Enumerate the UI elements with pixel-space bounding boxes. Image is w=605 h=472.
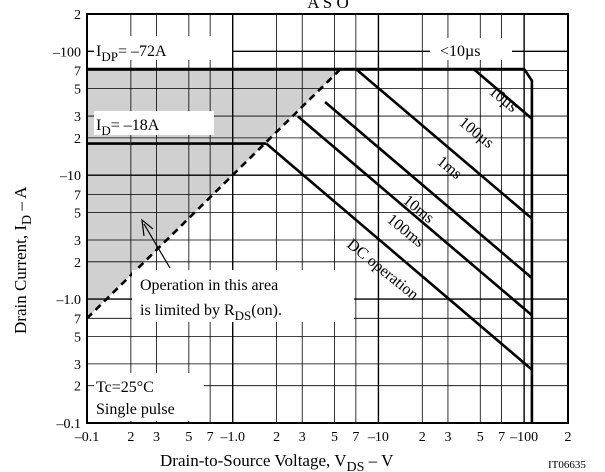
y-tick-labels: –0.1 2 3 5 7 –1.0 2 3 5 7 –10 2 3 5 7 –100 2 bbox=[52, 8, 81, 432]
y-tick-label: –100 bbox=[52, 45, 81, 60]
x-tick-label: 3 bbox=[444, 430, 451, 445]
series-line-8 bbox=[265, 142, 533, 371]
x-tick-label: 7 bbox=[498, 430, 505, 445]
x-tick-labels: –0.1 2 3 5 7 –1.0 2 3 5 7 –10 2 3 5 7 –100 2 bbox=[74, 430, 572, 445]
y-tick-label: 7 bbox=[74, 188, 81, 203]
pulse-condition: Single pulse bbox=[96, 401, 175, 418]
x-axis-title: Drain-to-Source Voltage, VDS – V bbox=[160, 451, 394, 472]
x-tick-label: 3 bbox=[299, 430, 306, 445]
x-tick-label: 5 bbox=[185, 430, 192, 445]
y-tick-label: –0.1 bbox=[56, 417, 82, 432]
series-line-5 bbox=[355, 68, 533, 220]
label-10us: 10µs bbox=[485, 83, 520, 116]
series-line-6 bbox=[324, 101, 533, 279]
area-arrow bbox=[141, 218, 171, 269]
chart-title-partial: A S O bbox=[307, 0, 349, 12]
y-tick-label: 5 bbox=[74, 83, 81, 98]
label-100us: 100µs bbox=[455, 114, 496, 152]
y-tick-label: 3 bbox=[74, 234, 81, 249]
idp-label-bg bbox=[94, 36, 232, 60]
x-tick-label: 7 bbox=[352, 430, 359, 445]
y-axis-title: Drain Current, ID – A bbox=[11, 186, 35, 334]
area-note-line2: is limited by RDS(on). bbox=[140, 302, 282, 323]
lt10us-label: <10µs bbox=[440, 43, 480, 60]
y-tick-label: –10 bbox=[59, 169, 81, 184]
series-lines bbox=[86, 67, 534, 423]
id-label-bg bbox=[94, 111, 214, 135]
x-tick-label: 7 bbox=[207, 430, 214, 445]
plot-frame bbox=[86, 13, 569, 424]
x-tick-label: 2 bbox=[127, 430, 134, 445]
series-line-7 bbox=[297, 115, 533, 317]
y-tick-label: 2 bbox=[74, 8, 81, 23]
conditions-bg bbox=[94, 373, 204, 421]
x-tick-label: –1.0 bbox=[219, 430, 245, 445]
y-tick-label: 3 bbox=[74, 110, 81, 125]
y-tick-label: 2 bbox=[74, 380, 81, 395]
x-tick-label: –100 bbox=[509, 430, 538, 445]
idp-label: IDP= –72A bbox=[96, 43, 167, 64]
x-tick-label: –0.1 bbox=[74, 430, 100, 445]
x-tick-label: 2 bbox=[565, 430, 572, 445]
series-line-3 bbox=[523, 68, 534, 423]
x-tick-label: 2 bbox=[273, 430, 280, 445]
temp-condition: Tc=25°C bbox=[96, 379, 154, 396]
x-tick-label: 2 bbox=[419, 430, 426, 445]
label-dc-operation: DC operation bbox=[343, 236, 421, 304]
y-tick-label: 2 bbox=[74, 256, 81, 271]
x-tick-label: 3 bbox=[153, 430, 160, 445]
y-tick-label: 3 bbox=[74, 358, 81, 373]
lt10us-label-bg bbox=[430, 38, 512, 60]
id-label: ID= –18A bbox=[96, 117, 160, 138]
figure-id: IT06635 bbox=[548, 459, 586, 471]
y-tick-label: –1.0 bbox=[56, 293, 82, 308]
y-tick-label: 2 bbox=[74, 132, 81, 147]
x-tick-label: –10 bbox=[367, 430, 389, 445]
y-tick-label: 7 bbox=[74, 64, 81, 79]
area-note-line1: Operation in this area bbox=[140, 277, 278, 294]
y-tick-label: 5 bbox=[74, 206, 81, 221]
x-tick-label: 5 bbox=[331, 430, 338, 445]
area-note-bg bbox=[132, 270, 354, 322]
x-tick-label: 5 bbox=[477, 430, 484, 445]
y-tick-label: 5 bbox=[74, 330, 81, 345]
series-line-4 bbox=[472, 68, 533, 120]
y-tick-label: 7 bbox=[74, 312, 81, 327]
